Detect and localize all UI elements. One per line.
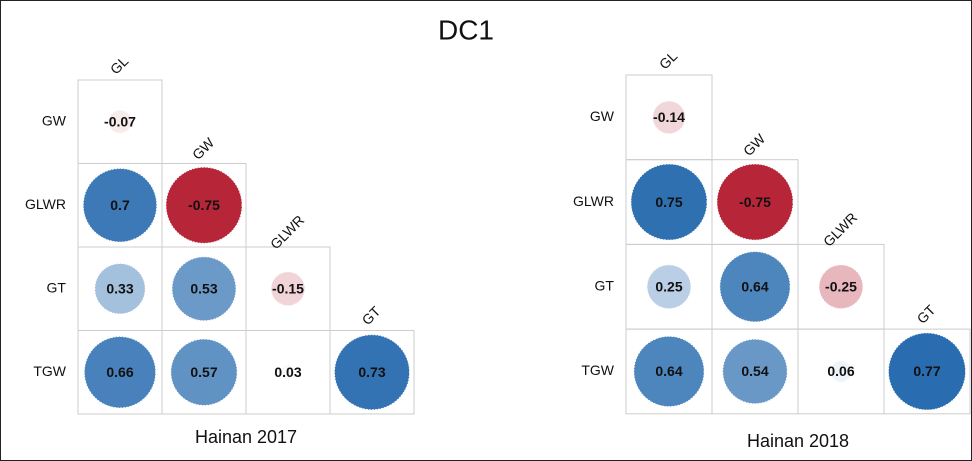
corr-circle <box>722 338 788 405</box>
value-label: 0.33 <box>106 280 133 296</box>
row-label: GLWR <box>25 196 66 212</box>
row-label: GT <box>47 279 67 295</box>
value-label: 0.03 <box>274 364 301 380</box>
corr-circle <box>719 251 791 323</box>
value-label: 0.25 <box>655 278 682 294</box>
value-label: 0.75 <box>655 194 682 210</box>
corr-circle <box>818 264 864 310</box>
corr-circle <box>630 163 708 241</box>
row-label: GW <box>590 108 615 124</box>
corr-circle <box>633 335 705 408</box>
row-label: TGW <box>581 362 614 378</box>
corr-circle <box>716 163 794 241</box>
corr-circle <box>279 364 297 381</box>
corr-circle <box>170 338 238 406</box>
corr-circle <box>829 360 853 383</box>
value-label: 0.64 <box>741 278 768 294</box>
value-label: -0.75 <box>188 197 220 213</box>
row-label: GW <box>42 112 67 128</box>
row-label: GT <box>595 277 615 293</box>
corr-circle <box>646 264 692 310</box>
row-label: GLWR <box>573 193 614 209</box>
value-label: 0.73 <box>358 364 385 380</box>
corr-circle <box>887 332 967 411</box>
value-label: 0.57 <box>190 364 217 380</box>
corr-circle <box>107 109 133 134</box>
value-label: -0.07 <box>104 113 136 129</box>
value-label: 0.53 <box>190 280 217 296</box>
value-label: 0.64 <box>655 363 682 379</box>
value-label: -0.14 <box>653 109 685 125</box>
value-label: -0.25 <box>825 278 857 294</box>
corr-circle <box>83 336 157 409</box>
value-label: 0.7 <box>110 197 130 213</box>
corr-circle <box>652 100 686 135</box>
corr-circle <box>82 167 158 243</box>
corr-circle <box>270 271 306 307</box>
value-label: -0.15 <box>272 280 304 296</box>
chart-title: Hainan 2018 <box>747 431 849 451</box>
corr-circle <box>171 256 237 322</box>
value-label: 0.54 <box>741 363 768 379</box>
value-label: 0.06 <box>827 363 854 379</box>
chart-title: Hainan 2017 <box>195 427 297 447</box>
value-label: 0.66 <box>106 364 133 380</box>
corr-circle <box>165 166 243 244</box>
figure-title: DC1 <box>438 14 494 45</box>
value-label: 0.77 <box>913 363 940 379</box>
row-label: TGW <box>33 363 66 379</box>
value-label: -0.75 <box>739 194 771 210</box>
cell <box>329 330 415 415</box>
corr-circle <box>333 334 411 411</box>
corr-circle <box>94 262 146 315</box>
cell <box>883 328 971 415</box>
